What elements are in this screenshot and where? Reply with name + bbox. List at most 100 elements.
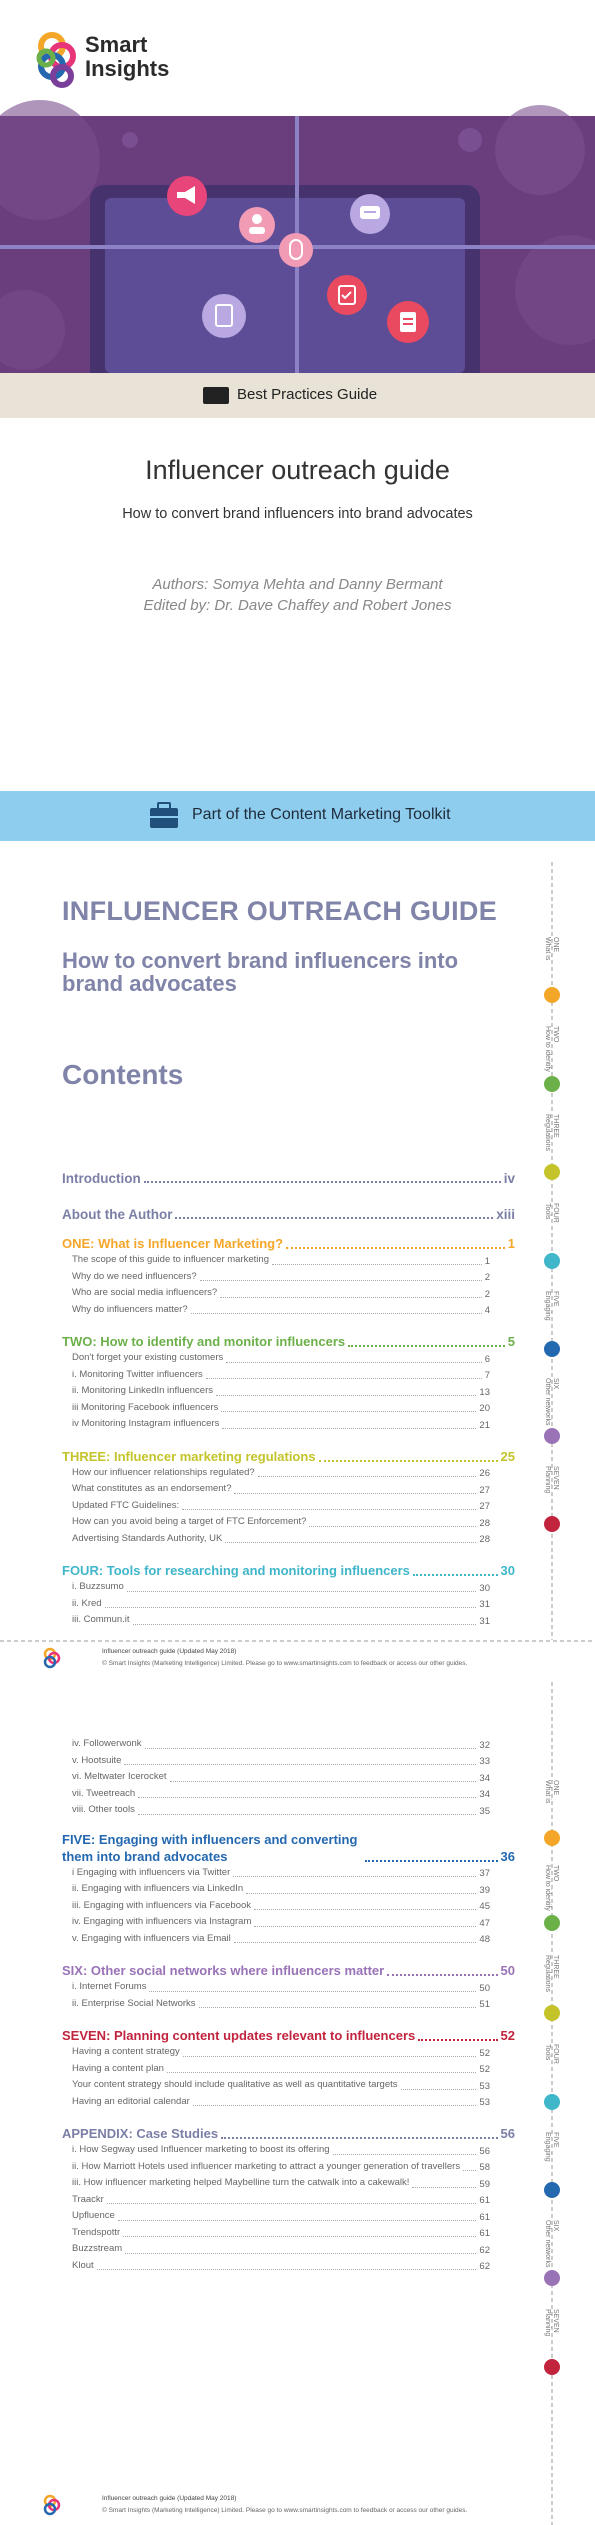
toc-entry[interactable]: Having a content plan 52 xyxy=(62,2063,490,2080)
sidebar-number: THREE xyxy=(552,1955,559,1979)
toc-entry[interactable]: v. Hootsuite 33 xyxy=(62,1755,490,1772)
page-number: 1 xyxy=(507,1236,515,1251)
toc-entry[interactable]: SIX: Other social networks where influen… xyxy=(62,1959,515,1979)
toc-entry[interactable]: iii Monitoring Facebook influencers 20 xyxy=(62,1402,490,1419)
leader xyxy=(412,2186,477,2188)
toc-entry[interactable]: iv. Followerwonk 32 xyxy=(62,1738,490,1755)
sidebar-number: FOUR xyxy=(552,2044,559,2064)
toc-entry[interactable]: i. How Segway used Influencer marketing … xyxy=(62,2144,490,2161)
toolkit-bar xyxy=(0,791,595,841)
leader xyxy=(222,1427,477,1429)
toc-entry[interactable]: Updated FTC Guidelines: 27 xyxy=(62,1500,490,1517)
leader xyxy=(286,1247,505,1249)
toc-entry[interactable]: Upfluence 61 xyxy=(62,2210,490,2227)
sidebar-number: FOUR xyxy=(552,1203,559,1223)
page-number: 30 xyxy=(500,1563,515,1578)
cover-title: Influencer outreach guide xyxy=(145,455,450,485)
section-marker xyxy=(544,1428,560,1444)
toc-entry[interactable]: i. Buzzsumo 30 xyxy=(62,1581,490,1598)
toc-entry[interactable]: ii. Kred 31 xyxy=(62,1598,490,1615)
section-marker xyxy=(544,1830,560,1846)
section-marker xyxy=(544,1915,560,1931)
toc-entry[interactable]: Buzzstream 62 xyxy=(62,2243,490,2260)
toc-entry[interactable]: iii. Commun.it 31 xyxy=(62,1614,490,1631)
toc-entry[interactable]: About the Author xiii xyxy=(62,1186,515,1222)
toc-entry[interactable]: iv Monitoring Instagram influencers 21 xyxy=(62,1418,490,1435)
leader xyxy=(199,1280,482,1281)
page-number: 51 xyxy=(479,1999,490,2010)
entry-title: iv. Engaging with influencers via Instag… xyxy=(72,1916,252,1927)
toc-entry[interactable]: Having a content strategy 52 xyxy=(62,2046,490,2063)
toc-entry[interactable]: Who are social media influencers? 2 xyxy=(62,1287,490,1304)
page-number: 61 xyxy=(479,2211,490,2223)
sidebar-number: SIX xyxy=(552,1378,559,1390)
leader xyxy=(220,1296,482,1298)
toc-entry[interactable]: Having an editorial calendar 53 xyxy=(62,2096,490,2113)
toc-entry[interactable]: vii. Tweetreach 34 xyxy=(62,1788,490,1805)
toc-entry[interactable]: iv. Engaging with influencers via Instag… xyxy=(62,1916,490,1933)
toc-title: INFLUENCER OUTREACH GUIDE xyxy=(62,896,498,926)
toc-entry[interactable]: i Engaging with influencers via Twitter 3… xyxy=(62,1867,490,1884)
leader xyxy=(104,1607,477,1608)
toc-entry[interactable]: Don't forget your existing customers 6 xyxy=(62,1352,490,1369)
sidebar-name: Tools xyxy=(544,2044,551,2061)
toc-entry[interactable]: Advertising Standards Authority, UK 28 xyxy=(62,1533,490,1550)
toc-entry[interactable]: The scope of this guide to influencer ma… xyxy=(62,1254,490,1271)
section-marker xyxy=(544,1253,560,1269)
toc-entry[interactable]: iii. How influencer marketing helped May… xyxy=(62,2177,490,2194)
section-marker xyxy=(544,2270,560,2286)
leader xyxy=(144,1747,477,1749)
toc-entry[interactable]: Your content strategy should include qua… xyxy=(62,2079,490,2096)
leader xyxy=(332,2153,477,2155)
toc-entry[interactable]: How can you avoid being a target of FTC … xyxy=(62,1516,490,1533)
entry-title: iii. How influencer marketing helped May… xyxy=(72,2177,410,2188)
toc-entry[interactable]: v. Engaging with influencers via Email 48 xyxy=(62,1933,490,1950)
toc-entry[interactable]: THREE: Influencer marketing regulations 2… xyxy=(62,1445,515,1465)
toc-entry[interactable]: ii. How Marriott Hotels used influencer … xyxy=(62,2161,490,2178)
leader xyxy=(233,1942,477,1943)
toc-entry[interactable]: ii. Enterprise Social Networks 51 xyxy=(62,1998,490,2015)
entry-title: Having a content strategy xyxy=(72,2046,180,2057)
toc-entry[interactable]: FIVE: Engaging with influencers and conv… xyxy=(62,1831,515,1865)
leader xyxy=(182,1509,477,1510)
sidebar-name: Other networks xyxy=(544,1378,551,1426)
entry-title: Upfluence xyxy=(72,2210,115,2221)
toc-entry[interactable]: ii. Monitoring LinkedIn influencers 13 xyxy=(62,1385,490,1402)
entry-title: iv. Followerwonk xyxy=(72,1738,142,1749)
entry-title: How can you avoid being a target of FTC … xyxy=(72,1516,307,1527)
footer-logo xyxy=(43,1647,61,2516)
toc-entry[interactable]: ONE: What is Influencer Marketing? 1 xyxy=(62,1232,515,1252)
toc-entry[interactable]: APPENDIX: Case Studies 56 xyxy=(62,2122,515,2142)
toc-entry[interactable]: SEVEN: Planning content updates relevant… xyxy=(62,2024,515,2044)
page-number: xiii xyxy=(496,1207,515,1222)
leader xyxy=(175,1217,494,1219)
entry-title: Updated FTC Guidelines: xyxy=(72,1499,180,1511)
section-marker xyxy=(544,1341,560,1357)
toc-entry[interactable]: Why do we need influencers? 2 xyxy=(62,1271,490,1288)
toc-entry[interactable]: TWO: How to identify and monitor influen… xyxy=(62,1330,515,1350)
entry-title: v. Hootsuite xyxy=(72,1754,122,1766)
section-marker xyxy=(544,987,560,1003)
toc-entry[interactable]: i. Monitoring Twitter influencers 7 xyxy=(62,1369,490,1386)
toc-entry[interactable]: Traackr 61 xyxy=(62,2194,490,2211)
toc-entry[interactable]: FOUR: Tools for researching and monitori… xyxy=(62,1559,515,1579)
toc-entry[interactable]: Introduction iv xyxy=(62,1150,515,1186)
toc-entry[interactable]: Trendspottr 61 xyxy=(62,2227,490,2244)
toc-entry[interactable]: Klout 62 xyxy=(62,2260,490,2277)
sidebar-number: TWO xyxy=(552,1026,559,1043)
toc-entry[interactable]: Why do influencers matter? 4 xyxy=(62,1304,490,1321)
toc-entry[interactable]: i. Internet Forums 50 xyxy=(62,1981,490,1998)
entry-title: ONE: What is Influencer Marketing? xyxy=(62,1236,284,1251)
toc-entry[interactable]: vi. Meltwater Icerocket 34 xyxy=(62,1771,490,1788)
cover-authors: Authors: Somya Mehta and Danny Bermant xyxy=(152,576,443,593)
toc-entry[interactable]: How our influencer relationships regulat… xyxy=(62,1467,490,1484)
leader xyxy=(166,2072,477,2073)
leader xyxy=(271,1263,482,1265)
toc-entry[interactable]: ii. Engaging with influencers via Linked… xyxy=(62,1883,490,1900)
toc-entry[interactable]: iii. Engaging with influencers via Faceb… xyxy=(62,1900,490,1917)
page-number: 53 xyxy=(479,2097,490,2108)
toc-entry[interactable]: viii. Other tools 35 xyxy=(62,1804,490,1821)
sidebar-name: How to identify xyxy=(544,1865,551,1911)
toc-entry[interactable]: What constitutes as an endorsement? 27 xyxy=(62,1483,490,1500)
entry-title: vi. Meltwater Icerocket xyxy=(72,1771,167,1782)
